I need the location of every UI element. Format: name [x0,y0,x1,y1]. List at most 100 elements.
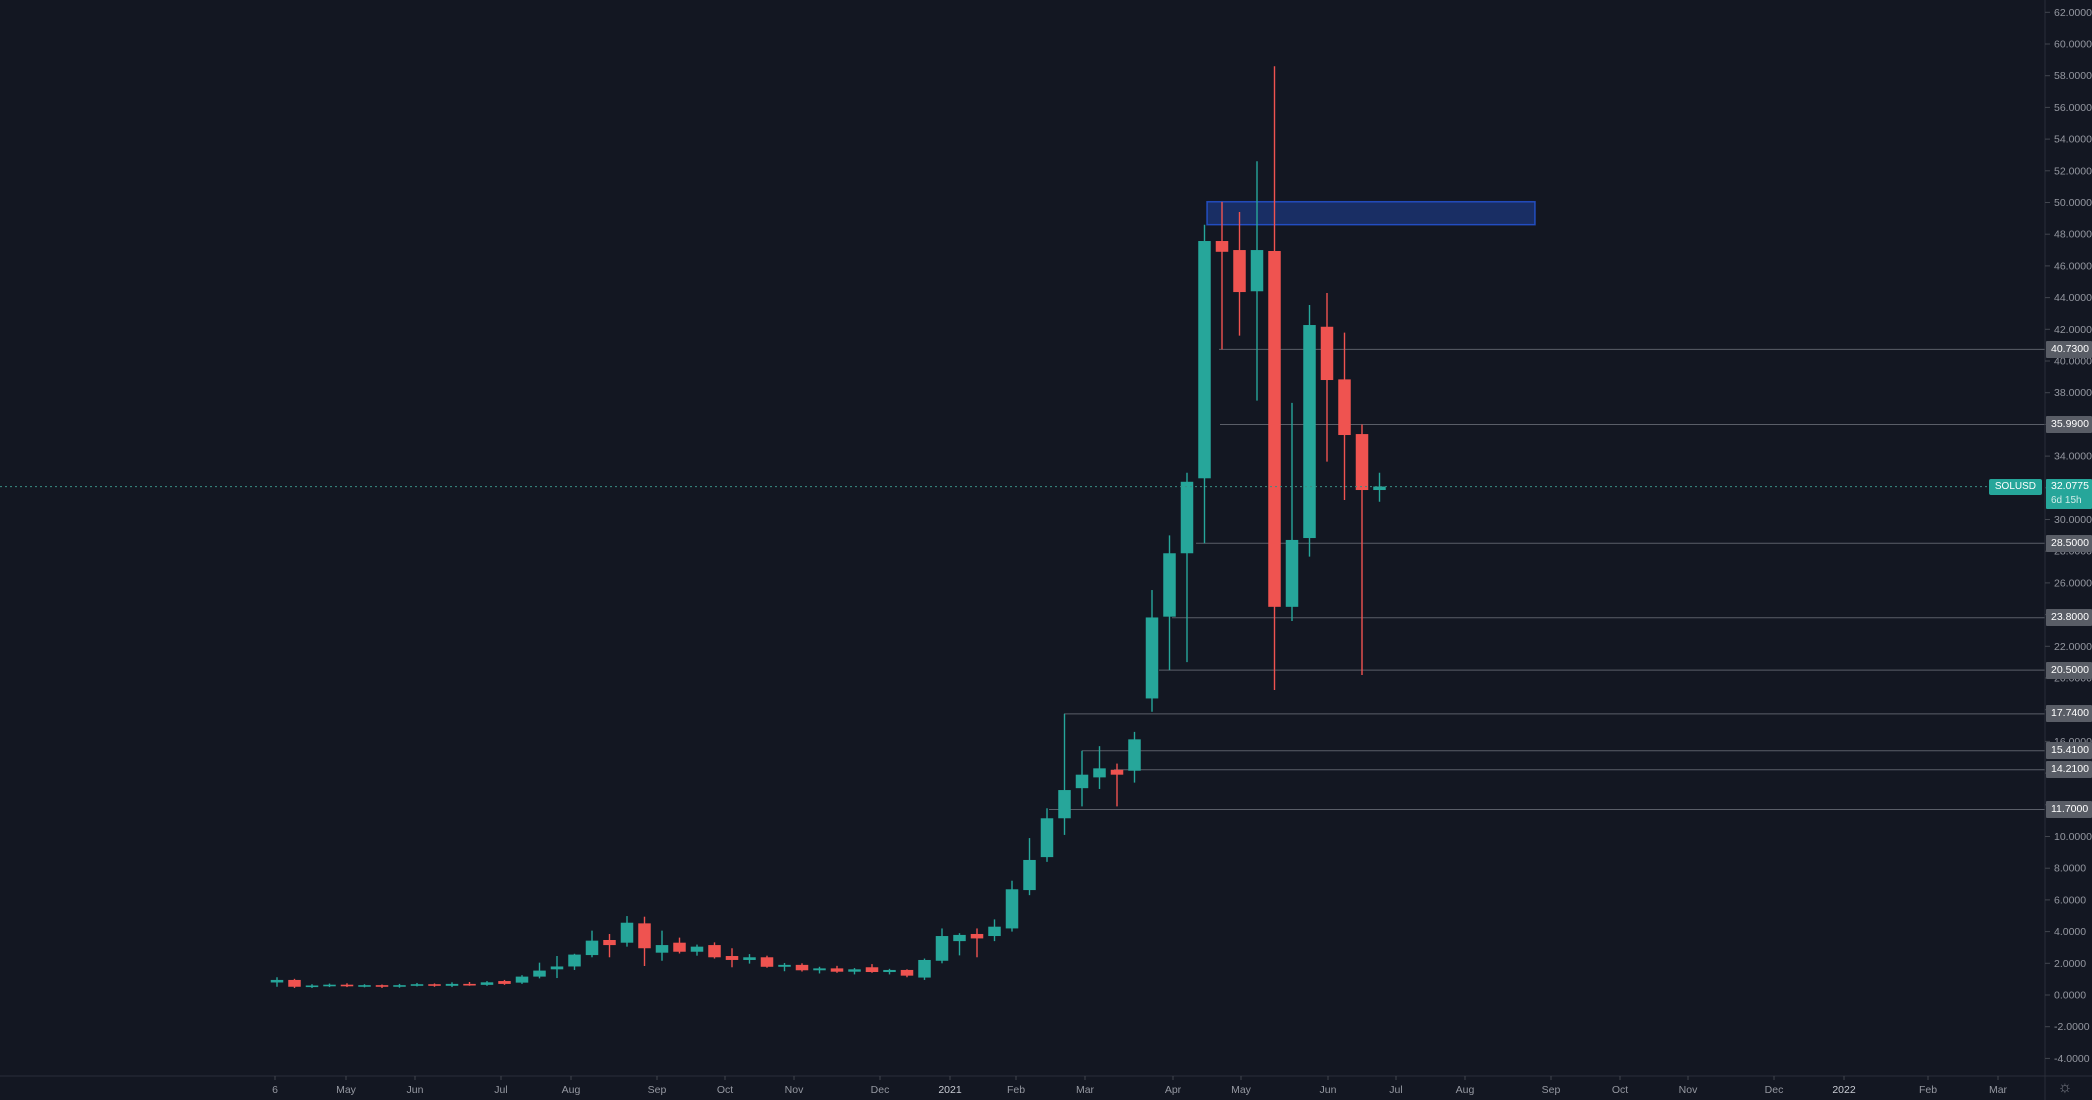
price-tick-label: 60.0000 [2054,39,2092,51]
candle-body [1355,434,1369,491]
candle-body [568,954,581,967]
candle [848,968,861,975]
candle-body [270,979,284,983]
candle-body [445,983,459,986]
candle [1250,161,1264,401]
time-tick-label: Feb [1007,1084,1025,1096]
candle-body [340,984,354,987]
time-tick-label: Nov [785,1084,804,1096]
candle [708,942,721,959]
candle-body [935,936,949,961]
time-tick-label: 2022 [1832,1084,1856,1096]
candle [1303,305,1316,557]
candle [1075,750,1089,807]
time-tick-label: Dec [1765,1084,1784,1096]
candle [918,958,931,980]
price-tick-label: 8.0000 [2054,863,2086,875]
candle-body [1145,617,1159,699]
time-tick-label: Sep [1542,1084,1561,1096]
candle [953,933,966,956]
candle [690,944,704,956]
price-tick-label: 34.0000 [2054,451,2092,463]
candle-body [743,957,756,960]
candle-body [480,982,494,985]
candle [1093,746,1106,789]
price-tick-label: 44.0000 [2054,292,2092,304]
candle [533,962,546,979]
time-tick-label: Jul [1389,1084,1402,1096]
price-tick-label: 36.0000 [2054,419,2092,431]
price-tick-label: 18.0000 [2054,704,2092,716]
price-tick-label: 28.0000 [2054,546,2092,558]
price-tick-label: 54.0000 [2054,134,2092,146]
time-tick-label: Jun [1320,1084,1337,1096]
candle [1373,472,1386,502]
candle [1268,66,1281,691]
candle-body [725,956,739,960]
candle-body [585,940,599,956]
candle [585,930,599,958]
candle [375,984,389,989]
price-tick-label: 52.0000 [2054,165,2092,177]
candle [1320,293,1334,462]
time-axis[interactable]: 6 May Jun Jul Aug Sep Oct Nov Dec 2021 Feb Mar Apr Ma… [272,1076,2008,1096]
candle-body [1250,250,1264,292]
candle-body [760,957,774,967]
candle-body [1093,768,1106,778]
time-tick-label: Oct [717,1084,733,1096]
candle [1058,713,1071,835]
candle-body [1268,251,1281,607]
candle-body [988,926,1001,937]
supply-zone-rectangle[interactable] [1206,200,1536,226]
candle-body [813,968,826,971]
price-tick-label: 14.0000 [2054,768,2092,780]
price-tick-label: 40.0000 [2054,356,2092,368]
candle [410,982,424,987]
candle-body [1373,486,1386,491]
candle-body [918,959,931,978]
candle [445,982,459,988]
candle [865,964,879,973]
candle [1110,763,1124,807]
candle-body [1005,889,1019,929]
candle [1233,212,1246,336]
price-tick-label: 16.0000 [2054,736,2092,748]
candles-layer [270,66,1386,989]
price-tick-label: 24.0000 [2054,609,2092,621]
candle [270,977,284,987]
price-tick-label: 56.0000 [2054,102,2092,114]
candle [305,984,319,989]
candle [760,955,774,968]
candle [1180,472,1194,663]
candle-body [708,945,721,958]
candle [935,928,949,964]
theme-toggle-icon[interactable]: ☼ [2057,1079,2073,1096]
candle-body [865,967,879,973]
time-tick-label: Dec [871,1084,890,1096]
candle [988,919,1001,942]
time-tick-label: Aug [1456,1084,1475,1096]
time-tick-label: Nov [1679,1084,1698,1096]
time-tick-label: Jul [494,1084,507,1096]
time-tick-label: Feb [1919,1084,1937,1096]
candle-body [550,966,564,970]
candle-body [498,981,511,984]
candle [288,978,301,989]
candle-body [515,976,529,983]
candle [900,969,914,978]
candle-body [1303,325,1316,539]
candle [1285,402,1299,621]
candle-body [533,970,546,977]
time-tick-label: Oct [1612,1084,1628,1096]
candle-body [1233,250,1246,293]
candle [795,963,809,972]
candle-body [1163,553,1176,617]
candle-body [288,979,301,987]
ray-lines-layer [1049,348,2045,811]
price-tick-label: 30.0000 [2054,514,2092,526]
candle [1355,424,1369,675]
time-tick-label: Mar [1076,1084,1095,1096]
candle-body [795,964,809,971]
